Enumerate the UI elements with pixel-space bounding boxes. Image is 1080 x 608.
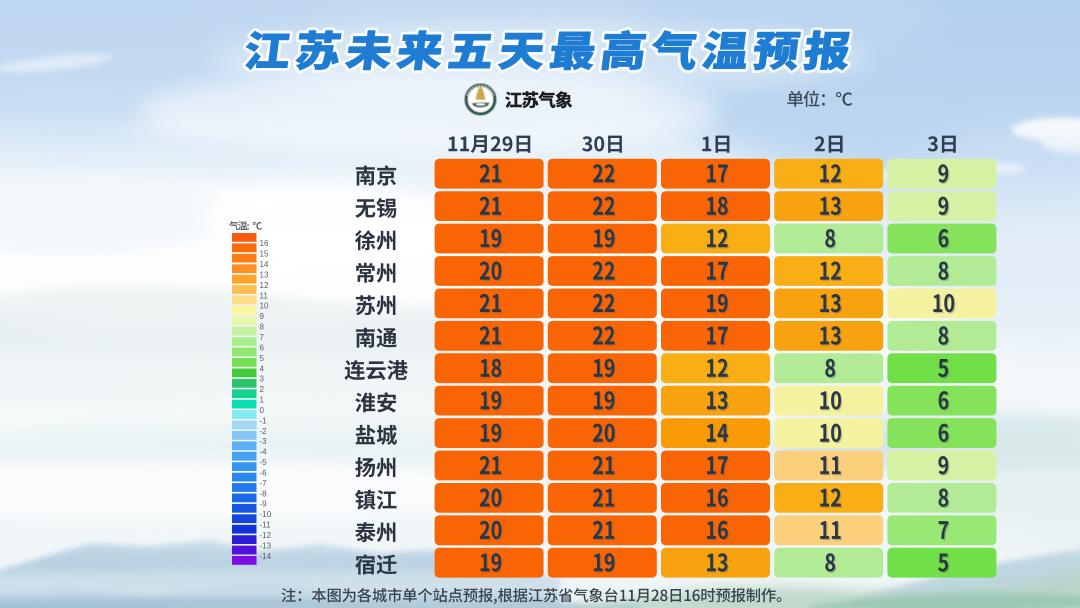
svg-text:14: 14 [260,260,269,269]
svg-text:-7: -7 [260,479,268,488]
svg-text:7: 7 [260,333,265,342]
svg-text:-6: -6 [260,469,268,478]
svg-text:15: 15 [260,250,269,259]
svg-text:-11: -11 [260,521,272,530]
svg-text:-10: -10 [260,510,272,519]
svg-text:10: 10 [260,302,269,311]
svg-text:6: 6 [260,343,265,352]
svg-text:9: 9 [260,312,265,321]
svg-text:-8: -8 [260,489,268,498]
svg-text:-1: -1 [260,416,268,425]
svg-text:1: 1 [260,396,265,405]
svg-text:-4: -4 [260,448,268,457]
svg-text:4: 4 [260,364,265,373]
svg-text:2: 2 [260,385,265,394]
svg-text:3: 3 [260,375,265,384]
svg-text:12: 12 [260,281,269,290]
svg-text:-14: -14 [260,552,272,561]
svg-text:0: 0 [260,406,265,415]
svg-text:-13: -13 [260,541,272,550]
svg-text:16: 16 [260,239,269,248]
svg-text:-5: -5 [260,458,268,467]
svg-text:11: 11 [260,291,269,300]
svg-text:-9: -9 [260,500,268,509]
svg-text:-12: -12 [260,531,272,540]
svg-text:13: 13 [260,271,269,280]
svg-text:5: 5 [260,354,265,363]
svg-text:-3: -3 [260,437,268,446]
svg-text:-2: -2 [260,427,268,436]
svg-text:8: 8 [260,323,265,332]
